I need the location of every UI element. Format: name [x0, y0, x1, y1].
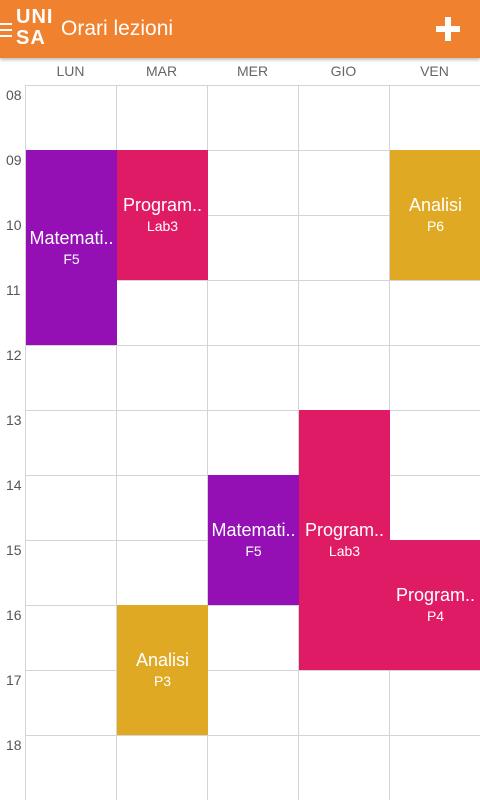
lesson-room: F5 — [245, 543, 262, 559]
hour-label-12: 12 — [6, 347, 22, 363]
hour-label-14: 14 — [6, 477, 22, 493]
hour-label-16: 16 — [6, 607, 22, 623]
grid-line — [25, 605, 480, 606]
day-header-mar: MAR — [145, 63, 178, 79]
hour-label-13: 13 — [6, 412, 22, 428]
lesson-room: F5 — [63, 250, 80, 267]
lesson-block[interactable]: Matemati.. F5 — [208, 475, 299, 605]
hamburger-icon[interactable] — [0, 23, 12, 37]
grid-line — [207, 85, 208, 800]
lesson-name: Program.. — [304, 520, 385, 540]
lesson-block[interactable]: Matemati.. F5 — [26, 150, 117, 345]
lesson-block[interactable]: Program.. P4 — [390, 540, 480, 670]
plus-icon[interactable] — [436, 17, 460, 41]
grid-line — [25, 670, 480, 671]
lesson-name: Program.. — [122, 195, 203, 215]
hour-label-11: 11 — [6, 282, 21, 298]
grid-line — [25, 150, 480, 151]
hour-label-17: 17 — [6, 672, 22, 688]
lesson-room: Lab3 — [146, 218, 179, 234]
grid-line — [25, 85, 26, 800]
grid-line — [25, 345, 480, 346]
grid-line — [25, 410, 480, 411]
lesson-room: P3 — [153, 673, 172, 689]
lesson-room: Lab3 — [328, 543, 361, 559]
lesson-room: P6 — [426, 218, 445, 234]
hour-label-09: 09 — [6, 152, 22, 168]
lesson-block[interactable]: Analisi P3 — [117, 605, 208, 735]
hour-label-18: 18 — [6, 737, 22, 753]
lesson-room: P4 — [426, 608, 445, 624]
grid-line — [25, 85, 480, 86]
unisa-logo: UNI SA — [16, 7, 58, 51]
day-header-gio: GIO — [330, 63, 357, 79]
grid-line — [116, 85, 117, 800]
grid-line — [298, 85, 299, 800]
hour-label-15: 15 — [6, 542, 22, 558]
app-bar: UNI SA Orari lezioni — [0, 0, 480, 58]
logo-line-1: UNI — [16, 6, 54, 28]
hour-label-10: 10 — [6, 217, 22, 233]
grid-line — [25, 215, 480, 216]
page-title: Orari lezioni — [61, 17, 174, 40]
lesson-block[interactable]: Program.. Lab3 — [117, 150, 208, 280]
lesson-name: Analisi — [408, 195, 463, 215]
day-header-lun: LUN — [56, 63, 85, 79]
day-header-mer: MER — [236, 63, 269, 79]
lesson-block[interactable]: Analisi P6 — [390, 150, 480, 280]
day-header-ven: VEN — [420, 63, 449, 79]
lesson-name: Program.. — [395, 585, 476, 605]
lesson-block[interactable]: Program.. Lab3 — [299, 410, 390, 670]
grid-line — [25, 280, 480, 281]
hour-label-08: 08 — [6, 87, 22, 103]
grid-line — [25, 735, 480, 736]
logo-line-2: SA — [16, 27, 46, 49]
lesson-name: Matemati.. — [29, 227, 114, 248]
lesson-name: Matemati.. — [211, 520, 296, 540]
lesson-name: Analisi — [135, 650, 190, 670]
